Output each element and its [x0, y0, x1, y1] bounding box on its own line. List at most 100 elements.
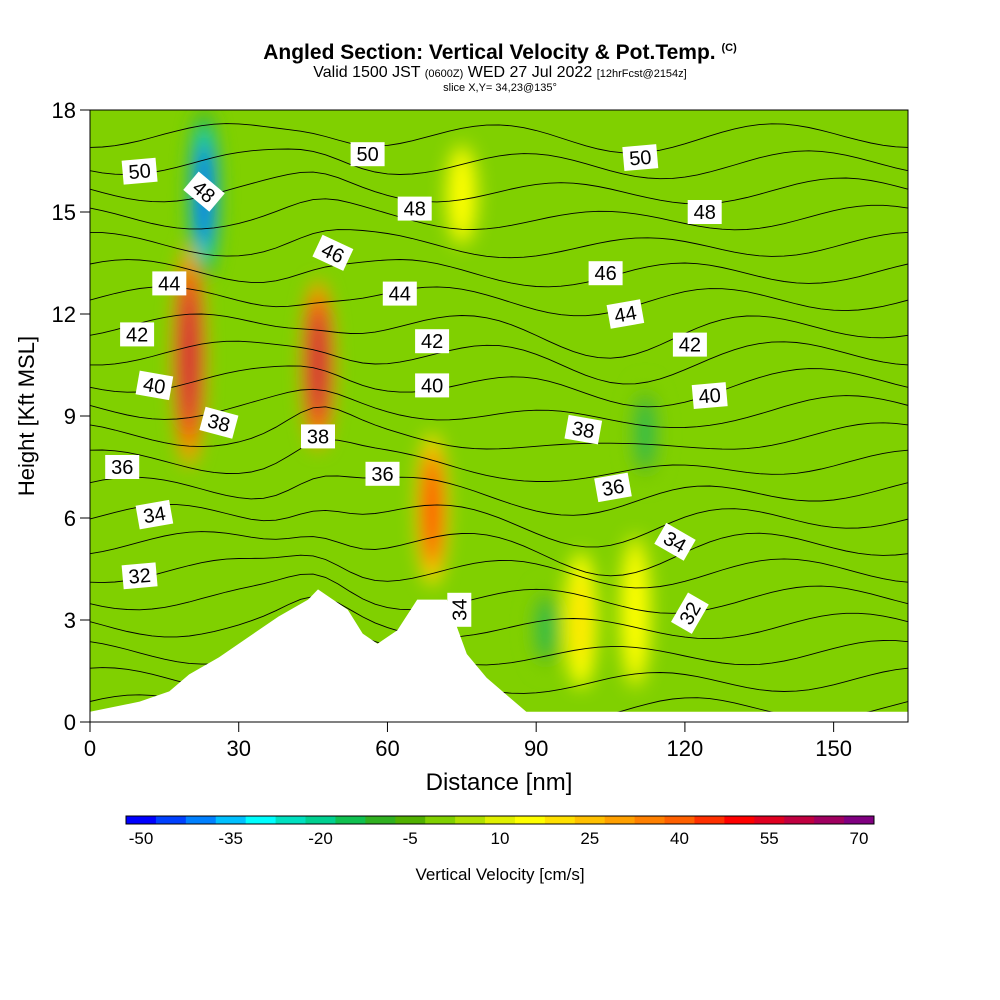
x-tick-label: 0 — [84, 736, 96, 761]
colorbar-frame — [125, 815, 875, 825]
contour-label-text: 40 — [698, 385, 722, 409]
colorbar-swatch — [724, 816, 755, 824]
velocity-feature — [416, 433, 449, 586]
contour-label: 50 — [121, 157, 158, 185]
valid-date: WED 27 Jul 2022 — [467, 64, 593, 81]
colorbar-tick-label: 70 — [850, 829, 869, 848]
pot-temp-contour — [90, 148, 908, 180]
colorbar-swatch — [784, 816, 815, 824]
contour-label-text: 38 — [570, 418, 596, 444]
x-tick-label: 90 — [524, 736, 548, 761]
colorbar-swatch — [305, 816, 336, 824]
contour-label: 40 — [415, 373, 450, 398]
contour-label-box — [382, 281, 417, 306]
contour-label-box — [135, 370, 174, 401]
pot-temp-contour — [90, 596, 908, 640]
contour-label: 42 — [672, 332, 707, 357]
y-tick-label: 15 — [52, 200, 76, 225]
colorbar-swatch — [754, 816, 785, 824]
contour-label-box — [121, 562, 158, 590]
contour-label-text: 36 — [111, 457, 133, 479]
contour-label: 50 — [622, 144, 659, 172]
pot-temp-contour — [90, 340, 908, 385]
contour-label: 44 — [382, 281, 417, 306]
velocity-feature — [629, 382, 662, 484]
y-tick-label: 3 — [64, 608, 76, 633]
colorbar-swatch — [245, 816, 277, 824]
pot-temp-contour — [90, 365, 908, 408]
colorbar-swatch — [485, 816, 516, 824]
contour-label-text: 44 — [613, 302, 639, 328]
pot-temp-contour — [90, 259, 908, 288]
utc-time: (0600Z) — [424, 68, 464, 80]
colorbar-swatch — [395, 816, 426, 824]
colorbar-swatch — [844, 816, 875, 824]
colorbar-swatch — [634, 816, 666, 824]
contour-label-box — [183, 171, 225, 212]
y-tick-label: 18 — [52, 98, 76, 123]
pot-temp-contour — [90, 171, 908, 205]
contour-label-box — [105, 455, 140, 479]
y-axis: 0 3 6 9 12 15 18 — [52, 98, 90, 735]
contour-label: 36 — [365, 461, 400, 486]
forecast-info: [12hrFcst@2154z] — [596, 68, 687, 80]
contour-label: 40 — [691, 382, 728, 410]
contour-label-box — [312, 234, 354, 271]
vertical-velocity-field — [173, 110, 662, 688]
colorbar: -50 -35 -20 -5 10 25 40 55 70 — [125, 815, 875, 848]
colorbar-swatch — [455, 816, 486, 824]
colorbar-swatch — [574, 816, 606, 824]
velocity-feature — [530, 586, 563, 671]
contour-label-box — [691, 382, 728, 410]
velocity-core — [628, 562, 643, 661]
colorbar-swatch — [126, 816, 157, 824]
contour-label-text: 42 — [679, 335, 701, 357]
valid-prefix: Valid 1500 JST — [313, 64, 421, 81]
velocity-feature — [302, 280, 335, 450]
contour-label-text: 34 — [449, 599, 471, 621]
colorbar-tick-label: 55 — [760, 829, 779, 848]
colorbar-tick-label: -35 — [218, 829, 243, 848]
pot-temp-contour — [90, 475, 908, 516]
contour-label-box — [564, 414, 603, 445]
pot-temp-contour — [90, 198, 908, 231]
contour-label-text: 34 — [142, 503, 168, 529]
pot-temp-contour — [90, 531, 908, 577]
contour-label: 40 — [135, 370, 174, 401]
contour-label: 42 — [120, 322, 155, 347]
pot-temp-contour — [90, 313, 908, 359]
contour-label: 48 — [687, 200, 722, 224]
contour-label-text: 40 — [141, 374, 167, 400]
contour-label-box — [301, 424, 335, 449]
colorbar-swatch — [664, 816, 695, 824]
contour-label-box — [594, 472, 632, 503]
title-block: Angled Section: Vertical Velocity & Pot.… — [0, 36, 1000, 94]
x-axis: 0 30 60 90 120 150 — [84, 722, 852, 761]
colorbar-tick-label: 10 — [491, 829, 510, 848]
colorbar-swatch — [335, 816, 366, 824]
pot-temp-contour — [90, 123, 908, 154]
velocity-core — [454, 162, 469, 228]
contour-label-box — [415, 373, 450, 398]
velocity-core — [638, 400, 653, 466]
chart-title: Angled Section: Vertical Velocity & Pot.… — [263, 41, 716, 64]
terrain-mask — [90, 589, 908, 722]
x-tick-label: 60 — [375, 736, 399, 761]
contour-label: 46 — [588, 261, 623, 286]
colorbar-label: Vertical Velocity [cm/s] — [415, 865, 584, 884]
valid-time-line: Valid 1500 JST (0600Z) WED 27 Jul 2022 [… — [0, 65, 1000, 82]
x-tick-label: 30 — [226, 736, 250, 761]
contour-label: 46 — [312, 234, 354, 271]
contour-label-text: 38 — [307, 426, 329, 448]
contour-label: 38 — [301, 424, 335, 449]
pot-temp-contour — [90, 229, 908, 259]
colorbar-swatch — [814, 816, 845, 824]
x-tick-label: 120 — [667, 736, 704, 761]
velocity-feature — [173, 246, 206, 467]
contour-label-box — [415, 329, 450, 354]
plot-area: 5048444240383634325048464442403836345048… — [89, 109, 909, 723]
colorbar-swatch — [155, 816, 187, 824]
velocity-core — [311, 310, 326, 420]
x-tick-label: 150 — [815, 736, 852, 761]
colorbar-swatch — [425, 816, 456, 824]
